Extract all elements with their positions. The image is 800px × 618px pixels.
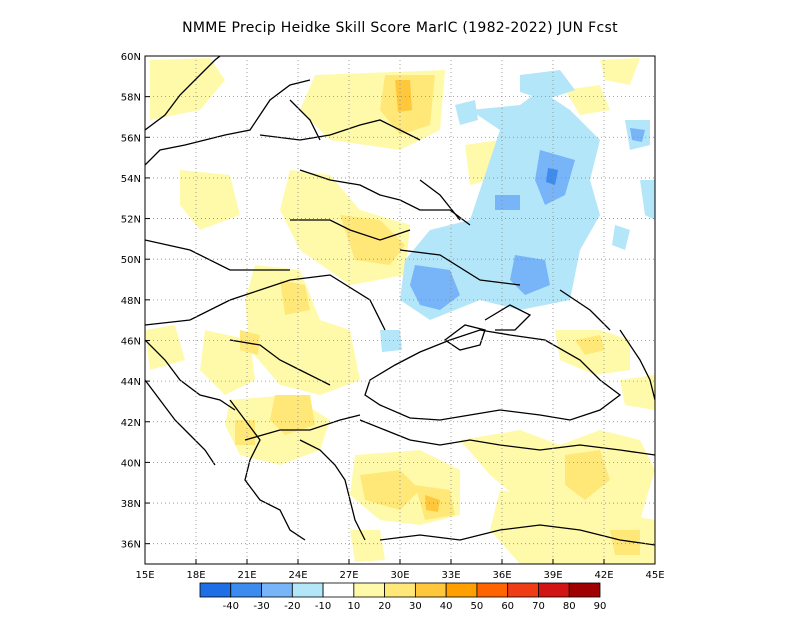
y-tick-label: 44N [121, 377, 141, 388]
colorbar-swatch [261, 582, 293, 598]
colorbar-swatch [230, 582, 262, 598]
colorbar-swatch [476, 582, 509, 598]
x-tick-label: 42E [594, 570, 613, 581]
y-tick-label: 42N [121, 418, 141, 429]
colorbar [199, 582, 601, 598]
colorbar-label: 10 [347, 601, 360, 612]
y-tick-label: 56N [121, 133, 141, 144]
colorbar-swatch [568, 582, 601, 598]
x-tick-label: 39E [543, 570, 562, 581]
y-tick-label: 40N [121, 458, 141, 469]
colorbar-label: 80 [563, 601, 576, 612]
y-tick-label: 48N [121, 296, 141, 307]
colorbar-label: 90 [594, 601, 607, 612]
colorbar-swatch [507, 582, 539, 598]
skill-shading [145, 58, 655, 564]
coastlines [145, 56, 655, 546]
colorbar-swatch [384, 582, 416, 598]
y-tick-label: 36N [121, 540, 141, 551]
colorbar-label: 70 [532, 601, 545, 612]
x-tick-labels: 15E 18E 21E 24E 27E 30E 33E 36E 39E 42E 45E [135, 570, 664, 581]
x-tick-label: 24E [288, 570, 307, 581]
colorbar-swatch [353, 582, 386, 598]
x-tick-label: 33E [441, 570, 460, 581]
y-tick-label: 38N [121, 499, 141, 510]
y-tick-label: 50N [121, 255, 141, 266]
colorbar-label: 30 [409, 601, 422, 612]
colorbar-label: -30 [253, 601, 269, 612]
colorbar-swatch [291, 582, 324, 598]
colorbar-swatch [538, 582, 570, 598]
x-tick-label: 18E [186, 570, 205, 581]
y-tick-label: 60N [121, 52, 141, 63]
map-title: NMME Precip Heidke Skill Score MarIC (19… [182, 20, 618, 36]
colorbar-labels: -40 -30 -20 -10 10 20 30 40 50 60 70 80 90 [223, 601, 607, 612]
y-tick-label: 52N [121, 215, 141, 226]
y-tick-label: 54N [121, 174, 141, 185]
colorbar-label: -10 [315, 601, 331, 612]
colorbar-label: -40 [223, 601, 239, 612]
x-tick-label: 30E [390, 570, 409, 581]
colorbar-label: 40 [440, 601, 453, 612]
colorbar-label: -20 [284, 601, 300, 612]
y-tick-label: 46N [121, 336, 141, 347]
x-tick-label: 36E [492, 570, 511, 581]
colorbar-label: 50 [471, 601, 484, 612]
x-tick-label: 21E [237, 570, 256, 581]
colorbar-label: 20 [378, 601, 391, 612]
colorbar-swatch [445, 582, 478, 598]
colorbar-swatch [414, 582, 447, 598]
x-tick-label: 27E [339, 570, 358, 581]
y-tick-label: 58N [121, 93, 141, 104]
y-tick-labels: 36N 38N 40N 42N 44N 46N 48N 50N 52N 54N 56N 58N 60N [121, 52, 141, 551]
colorbar-label: 60 [501, 601, 514, 612]
colorbar-swatch [322, 582, 355, 598]
x-tick-label: 45E [645, 570, 664, 581]
colorbar-swatch [199, 582, 232, 598]
x-tick-label: 15E [135, 570, 154, 581]
graticule [144, 55, 656, 564]
